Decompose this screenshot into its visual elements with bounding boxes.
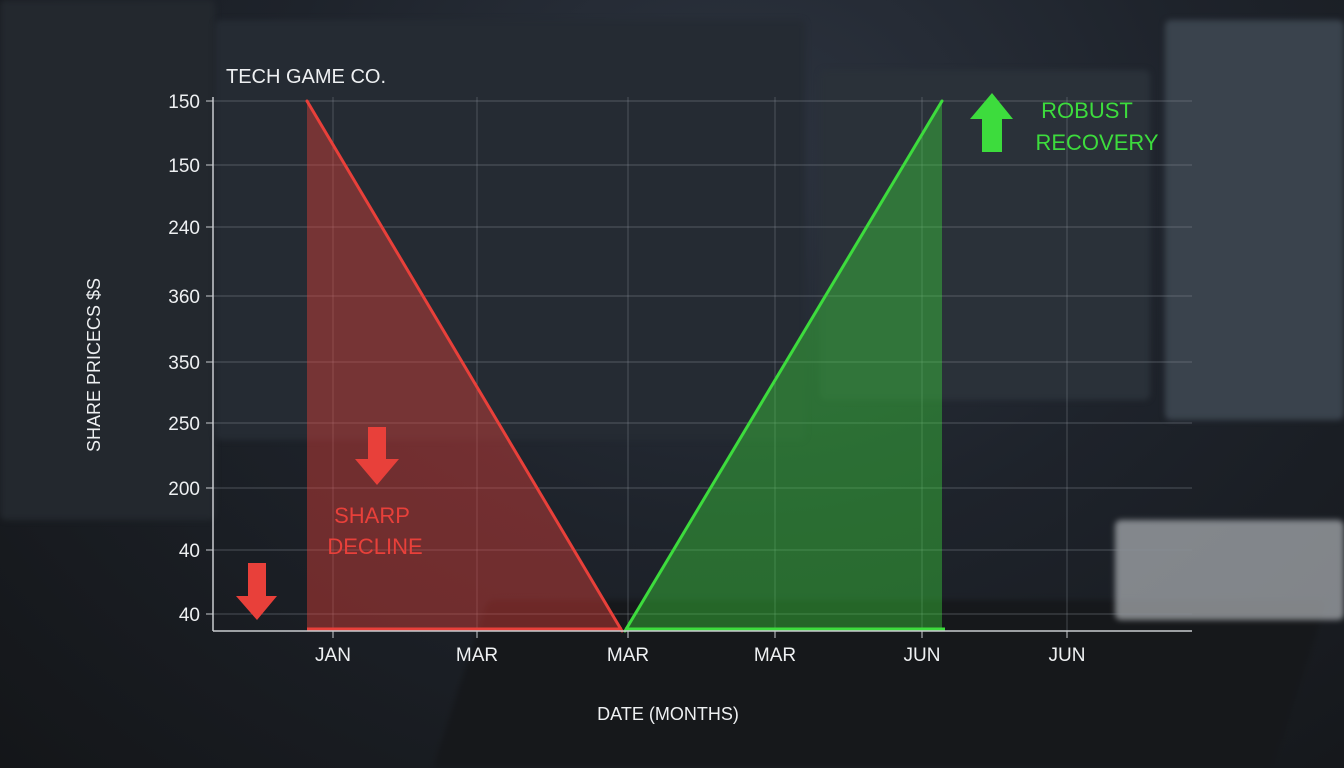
data-point xyxy=(940,99,944,103)
y-tick-label: 250 xyxy=(168,414,200,435)
data-point xyxy=(305,99,309,103)
x-tick-label: JUN xyxy=(1049,645,1086,666)
x-tick-label: JUN xyxy=(904,645,941,666)
x-tick-label: MAR xyxy=(754,645,796,666)
arrow-up-icon xyxy=(970,93,1013,152)
background-monitor-far-right xyxy=(1165,20,1344,420)
chart-title: TECH GAME CO. xyxy=(226,66,386,88)
background-keyboard-white xyxy=(1115,520,1344,620)
annotation-sharp-decline-line1: SHARP xyxy=(334,503,410,528)
arrow-down-icon xyxy=(236,563,277,620)
y-axis-label: SHARE PRICECS $S xyxy=(84,278,104,452)
y-tick-label: 150 xyxy=(168,156,200,177)
y-tick-label: 360 xyxy=(168,287,200,308)
x-tick-label: MAR xyxy=(456,645,498,666)
x-tick-label: JAN xyxy=(315,645,351,666)
x-axis-label: DATE (MONTHS) xyxy=(597,704,739,724)
y-tick-label: 40 xyxy=(179,541,200,562)
annotation-robust-recovery-line2: RECOVERY xyxy=(1035,130,1158,155)
series-line-1 xyxy=(623,100,944,632)
arrow-down-icon xyxy=(355,427,399,485)
background-monitor-center xyxy=(215,20,805,440)
annotation-sharp-decline-line2: DECLINE xyxy=(327,534,422,559)
y-tick-label: 200 xyxy=(168,479,200,500)
y-tick-label: 350 xyxy=(168,353,200,374)
y-tick-label: 150 xyxy=(168,92,200,113)
annotation-robust-recovery-line1: ROBUST xyxy=(1041,98,1133,123)
x-tick-label: MAR xyxy=(607,645,649,666)
y-tick-label: 40 xyxy=(179,605,200,626)
background-monitor-left xyxy=(0,0,215,520)
y-tick-label: 240 xyxy=(168,218,200,239)
series-line-0 xyxy=(305,100,624,632)
